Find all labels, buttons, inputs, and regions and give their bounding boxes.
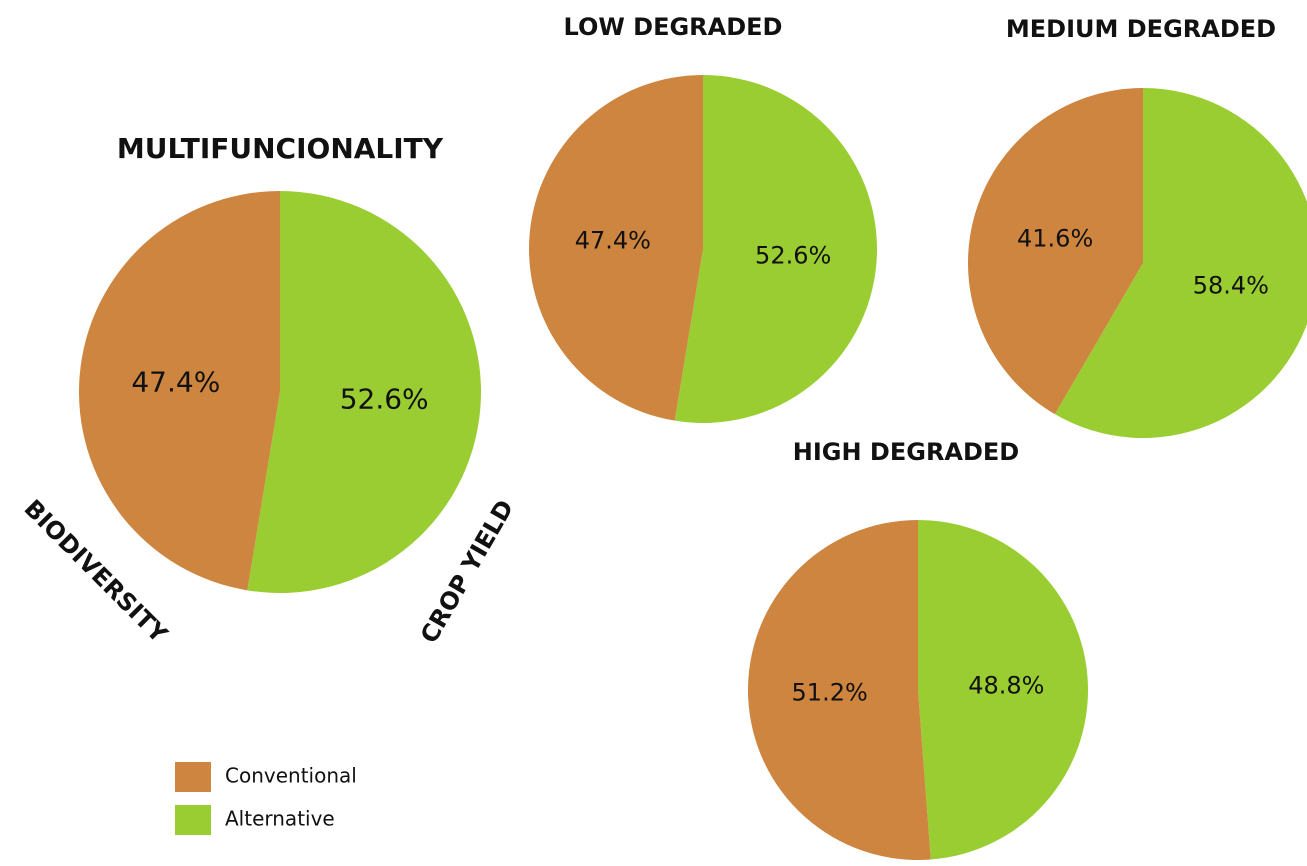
legend-swatch <box>175 805 211 835</box>
value-label: 47.4% <box>131 365 220 398</box>
legend-swatch <box>175 762 211 792</box>
pie-slice <box>529 75 703 421</box>
pie-slice <box>674 75 877 423</box>
legend-label: Alternative <box>225 807 335 831</box>
value-label: 48.8% <box>968 672 1044 700</box>
value-label: 52.6% <box>340 383 429 416</box>
legend-label: Conventional <box>225 764 357 788</box>
value-label: 58.4% <box>1193 272 1269 300</box>
value-label: 51.2% <box>792 678 868 706</box>
pie-title: MEDIUM DEGRADED <box>1006 15 1276 43</box>
pie-slice <box>79 191 281 591</box>
pie-slice <box>1054 88 1307 438</box>
pie-title: MULTIFUNCIONALITY <box>117 132 444 165</box>
pie-slice <box>918 520 1089 860</box>
pie-title: LOW DEGRADED <box>564 13 783 41</box>
value-label: 52.6% <box>755 241 831 269</box>
pie-title: HIGH DEGRADED <box>793 438 1019 466</box>
pie-slice <box>247 191 482 594</box>
value-label: 41.6% <box>1017 224 1093 252</box>
value-label: 47.4% <box>575 227 651 255</box>
pie-slice <box>968 88 1143 415</box>
pie-slice <box>748 520 931 860</box>
